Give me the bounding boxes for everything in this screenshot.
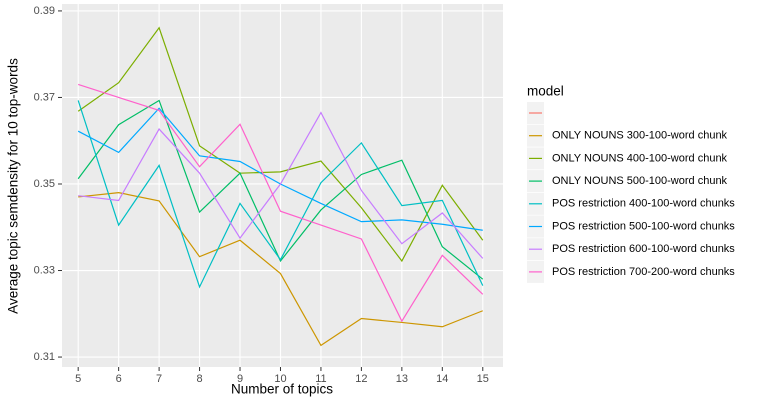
y-axis-title: Average topic semdensity for 10 top-word… — [6, 58, 21, 314]
x-tick-label: 12 — [355, 373, 367, 385]
legend-label: POS restriction 400-100-word chunks — [552, 198, 735, 210]
series-line — [77, 26, 484, 263]
legend-label: ONLY NOUNS 400-100-word chunk — [552, 152, 728, 164]
series-line — [77, 99, 484, 280]
x-tick-label: 11 — [315, 373, 326, 385]
legend-label: POS restriction 500-100-word chunks — [552, 220, 735, 232]
legend-label: ONLY NOUNS 500-100-word chunk — [552, 175, 728, 187]
x-tick-label: 5 — [75, 373, 81, 385]
x-axis-title: Number of topics — [231, 382, 333, 397]
legend-label: POS restriction 700-200-word chunks — [552, 266, 735, 278]
series-line — [78, 83, 484, 323]
series-line — [78, 192, 483, 347]
y-tick-label: 0.35 — [34, 178, 55, 190]
y-tick-label: 0.33 — [34, 264, 55, 276]
legend-title: model — [527, 84, 564, 99]
series-line — [77, 100, 484, 289]
x-tick-label: 13 — [396, 373, 408, 385]
series-line — [78, 111, 484, 259]
y-tick-label: 0.39 — [34, 5, 55, 17]
x-tick-label: 6 — [116, 373, 122, 385]
y-tick-label: 0.37 — [34, 91, 55, 103]
y-tick-label: 0.31 — [34, 351, 55, 363]
x-tick-label: 8 — [196, 373, 202, 385]
x-tick-label: 15 — [477, 373, 489, 385]
x-tick-label: 9 — [237, 373, 243, 385]
x-tick-label: 7 — [156, 373, 162, 385]
x-tick-label: 14 — [436, 373, 448, 385]
legend-label: ONLY NOUNS 300-100-word chunk — [552, 130, 728, 142]
x-tick-label: 10 — [274, 373, 286, 385]
legend-label: POS restriction 600-100-word chunks — [552, 243, 735, 255]
